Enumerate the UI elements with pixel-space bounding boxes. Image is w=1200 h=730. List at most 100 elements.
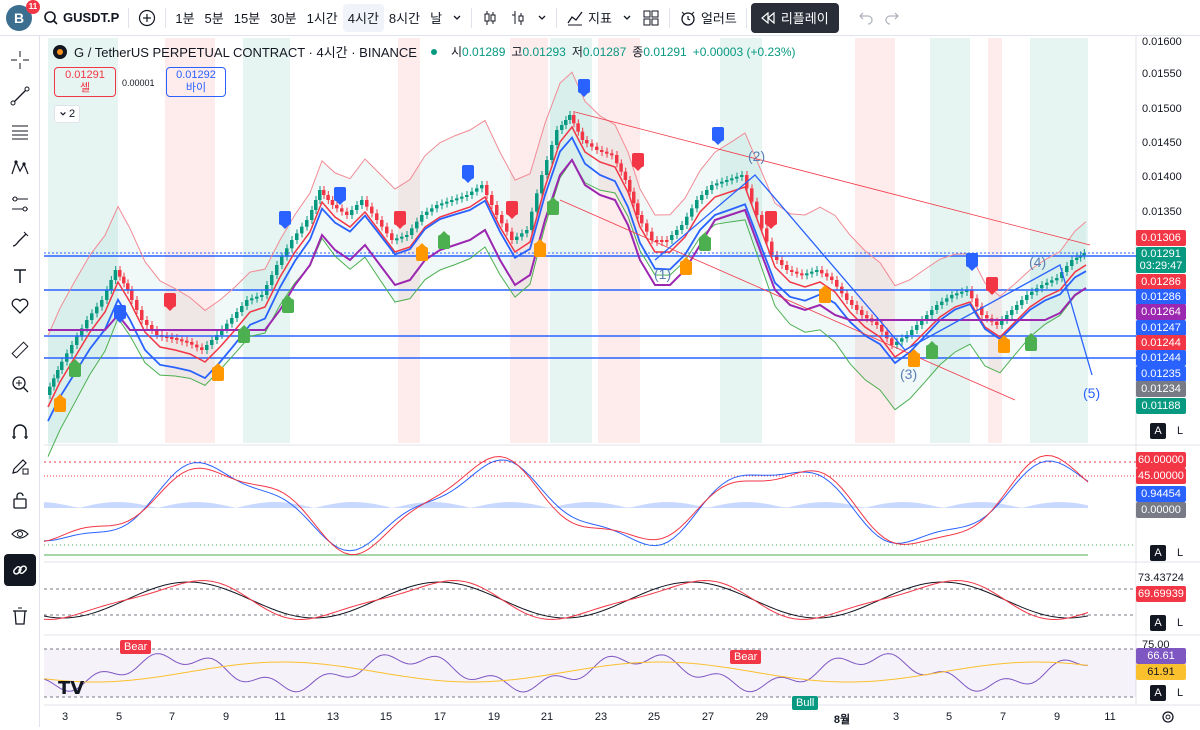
- candle-body: [590, 143, 594, 147]
- crosshair-tool[interactable]: [4, 44, 36, 76]
- layout-button[interactable]: [637, 4, 665, 32]
- candle-body: [1000, 320, 1004, 325]
- candle-body: [695, 200, 699, 209]
- candle-body: [740, 175, 744, 177]
- signal-marker: [966, 253, 978, 267]
- user-avatar[interactable]: B 11: [6, 0, 40, 31]
- candle-body: [855, 305, 859, 310]
- buy-button[interactable]: 0.01292 바이: [166, 67, 226, 97]
- candle-body: [572, 115, 576, 124]
- prediction-tool[interactable]: [4, 188, 36, 220]
- candle-body: [770, 241, 774, 255]
- timeframe-1d[interactable]: 날: [430, 11, 443, 26]
- pane3-log-button[interactable]: L: [1176, 617, 1184, 629]
- chart-legend: G / TetherUS PERPETUAL CONTRACT · 4시간 · …: [52, 42, 795, 61]
- signal-marker: [416, 247, 428, 261]
- chart-type-dropdown[interactable]: [532, 4, 552, 32]
- signal-marker-arrow: [1000, 335, 1008, 339]
- candle-body: [890, 338, 894, 345]
- settings-gear-button[interactable]: [1160, 709, 1176, 730]
- lock-drawings-tool[interactable]: [4, 484, 36, 516]
- pane2-auto-button[interactable]: A: [1150, 545, 1166, 561]
- candle-body: [875, 321, 879, 325]
- candle-body: [690, 208, 694, 217]
- signal-marker: [334, 187, 346, 201]
- timeframe-5m[interactable]: 5분: [204, 11, 224, 26]
- auto-scale-button[interactable]: A: [1150, 423, 1166, 439]
- time-tick: 3: [892, 711, 900, 723]
- candle-body: [80, 328, 84, 337]
- signal-marker: [578, 79, 590, 93]
- price-tick: 0.01350: [1142, 206, 1182, 218]
- candle-body: [945, 298, 949, 302]
- pattern-tool[interactable]: [4, 152, 36, 184]
- candle-body: [1025, 295, 1029, 300]
- candle-type-secondary[interactable]: [504, 4, 532, 32]
- sell-button[interactable]: 0.01291 셀: [54, 67, 116, 97]
- candle-body: [195, 344, 199, 348]
- signal-marker-arrow: [536, 239, 544, 243]
- fib-tool[interactable]: [4, 116, 36, 148]
- symbol-search[interactable]: GUSDT.P: [38, 4, 124, 32]
- pane4-log-button[interactable]: L: [1176, 687, 1184, 699]
- timeframe-dropdown[interactable]: [447, 4, 467, 32]
- zoom-tool[interactable]: [4, 368, 36, 400]
- candle-body: [605, 151, 609, 154]
- timeframe-1m[interactable]: 1분: [175, 11, 195, 26]
- candle-body: [965, 290, 969, 292]
- timeframe-30m[interactable]: 30분: [270, 11, 297, 26]
- low-value: 0.01287: [582, 45, 627, 59]
- candle-body: [725, 180, 729, 182]
- time-tick: 7: [168, 711, 176, 723]
- hide-drawings-tool[interactable]: [4, 518, 36, 550]
- candle-body: [810, 271, 814, 274]
- candle-body: [95, 306, 99, 314]
- timeframe-1h[interactable]: 1시간: [306, 11, 338, 26]
- magnet-tool[interactable]: [4, 416, 36, 448]
- session-shade: [720, 38, 762, 443]
- candle-body: [400, 236, 404, 239]
- indicators-label: 지표: [588, 11, 612, 26]
- signal-marker: [54, 398, 66, 412]
- candle-body: [850, 300, 854, 305]
- pane2-log-button[interactable]: L: [1176, 547, 1184, 559]
- time-tick: 19: [487, 711, 501, 723]
- signal-marker: [282, 299, 294, 313]
- stay-drawing-tool[interactable]: [4, 450, 36, 482]
- candle-body: [225, 323, 229, 330]
- legend-collapse-button[interactable]: 2: [54, 105, 80, 123]
- favorites-tool[interactable]: [4, 290, 36, 322]
- redo-button[interactable]: [879, 4, 905, 32]
- timeframe-8h[interactable]: 8시간: [388, 11, 421, 26]
- candle-body: [56, 370, 60, 379]
- candle-body: [525, 230, 529, 234]
- log-scale-button[interactable]: L: [1176, 425, 1184, 437]
- candle-body: [535, 193, 539, 212]
- alert-button[interactable]: 얼러트: [674, 4, 742, 32]
- timeframe-15m[interactable]: 15분: [233, 11, 261, 26]
- candle-body: [365, 200, 369, 207]
- candle-body: [330, 200, 335, 205]
- undo-button[interactable]: [853, 4, 879, 32]
- indicator-lines: [44, 71, 1136, 457]
- pane3-auto-button[interactable]: A: [1150, 615, 1166, 631]
- brush-tool[interactable]: [4, 224, 36, 256]
- pane2-label: 60.00000: [1136, 452, 1186, 468]
- text-tool[interactable]: [4, 260, 36, 292]
- chart-area[interactable]: [40, 36, 1200, 727]
- indicators-button[interactable]: 지표: [561, 4, 617, 32]
- trend-line-tool[interactable]: [4, 80, 36, 112]
- remove-drawings-tool[interactable]: [4, 600, 36, 632]
- timeframe-4h[interactable]: 4시간: [342, 3, 384, 32]
- sync-drawings-tool[interactable]: [4, 554, 36, 586]
- candle-body: [680, 225, 684, 230]
- axis-label-last-price: 0.01291 03:29:47: [1136, 247, 1186, 273]
- add-symbol-button[interactable]: [133, 4, 161, 32]
- price-tick: 0.01500: [1142, 103, 1182, 115]
- candle-type-button[interactable]: [476, 4, 504, 32]
- indicators-dropdown[interactable]: [617, 4, 637, 32]
- drawing-toolbar: [0, 36, 40, 727]
- measure-tool[interactable]: [4, 334, 36, 366]
- replay-button[interactable]: 리플레이: [750, 2, 839, 33]
- pane4-auto-button[interactable]: A: [1150, 685, 1166, 701]
